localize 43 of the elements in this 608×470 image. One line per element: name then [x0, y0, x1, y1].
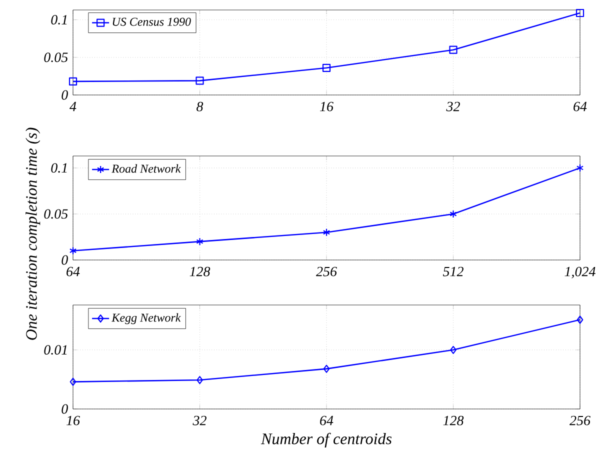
x-tick-label: 128	[190, 266, 210, 276]
point	[70, 378, 76, 386]
point	[323, 364, 330, 373]
y-tick-label: 0.1	[51, 163, 67, 173]
y-tick-label: 0	[62, 255, 68, 265]
point	[322, 64, 331, 72]
legend-label: Road Network	[112, 164, 181, 173]
y-tick-label: 0	[62, 404, 68, 414]
point	[449, 46, 458, 54]
x-tick-label: 16	[320, 102, 334, 112]
x-tick-label: 4	[70, 102, 76, 112]
legend-label: US Census 1990	[112, 18, 191, 26]
y-tick-label: 0.05	[44, 209, 68, 219]
y-tick-label: 0.05	[44, 52, 68, 62]
y-axis-title: One iteration completion time (s)	[26, 128, 40, 340]
x-tick-label: 256	[316, 266, 337, 276]
x-tick-label: 64	[320, 416, 334, 426]
x-tick-label: 512	[442, 266, 464, 276]
x-tick-label: 32	[192, 416, 206, 426]
point	[576, 316, 584, 324]
point	[576, 8, 584, 18]
y-tick-label: 0	[62, 90, 68, 100]
x-tick-label: 128	[443, 416, 464, 426]
point	[196, 76, 204, 85]
legend-label: Kegg Network	[112, 313, 181, 324]
x-tick-label: 32	[446, 102, 460, 112]
point	[322, 228, 330, 236]
point	[196, 376, 203, 384]
x-tick-label: 256	[570, 416, 590, 426]
y-tick-label: 0.01	[44, 345, 67, 355]
x-tick-label: 8	[196, 102, 204, 112]
x-axis-title: Number of centroids	[260, 432, 392, 448]
point	[450, 346, 456, 354]
point	[450, 210, 457, 218]
point	[68, 77, 78, 86]
point	[196, 238, 204, 246]
point	[69, 246, 77, 255]
x-tick-label: 16	[66, 416, 80, 426]
y-tick-label: 0.1	[51, 15, 67, 25]
x-tick-label: 64	[574, 102, 587, 112]
x-tick-label: 1,024	[564, 266, 596, 278]
point	[576, 164, 584, 172]
x-tick-label: 64	[66, 266, 80, 276]
